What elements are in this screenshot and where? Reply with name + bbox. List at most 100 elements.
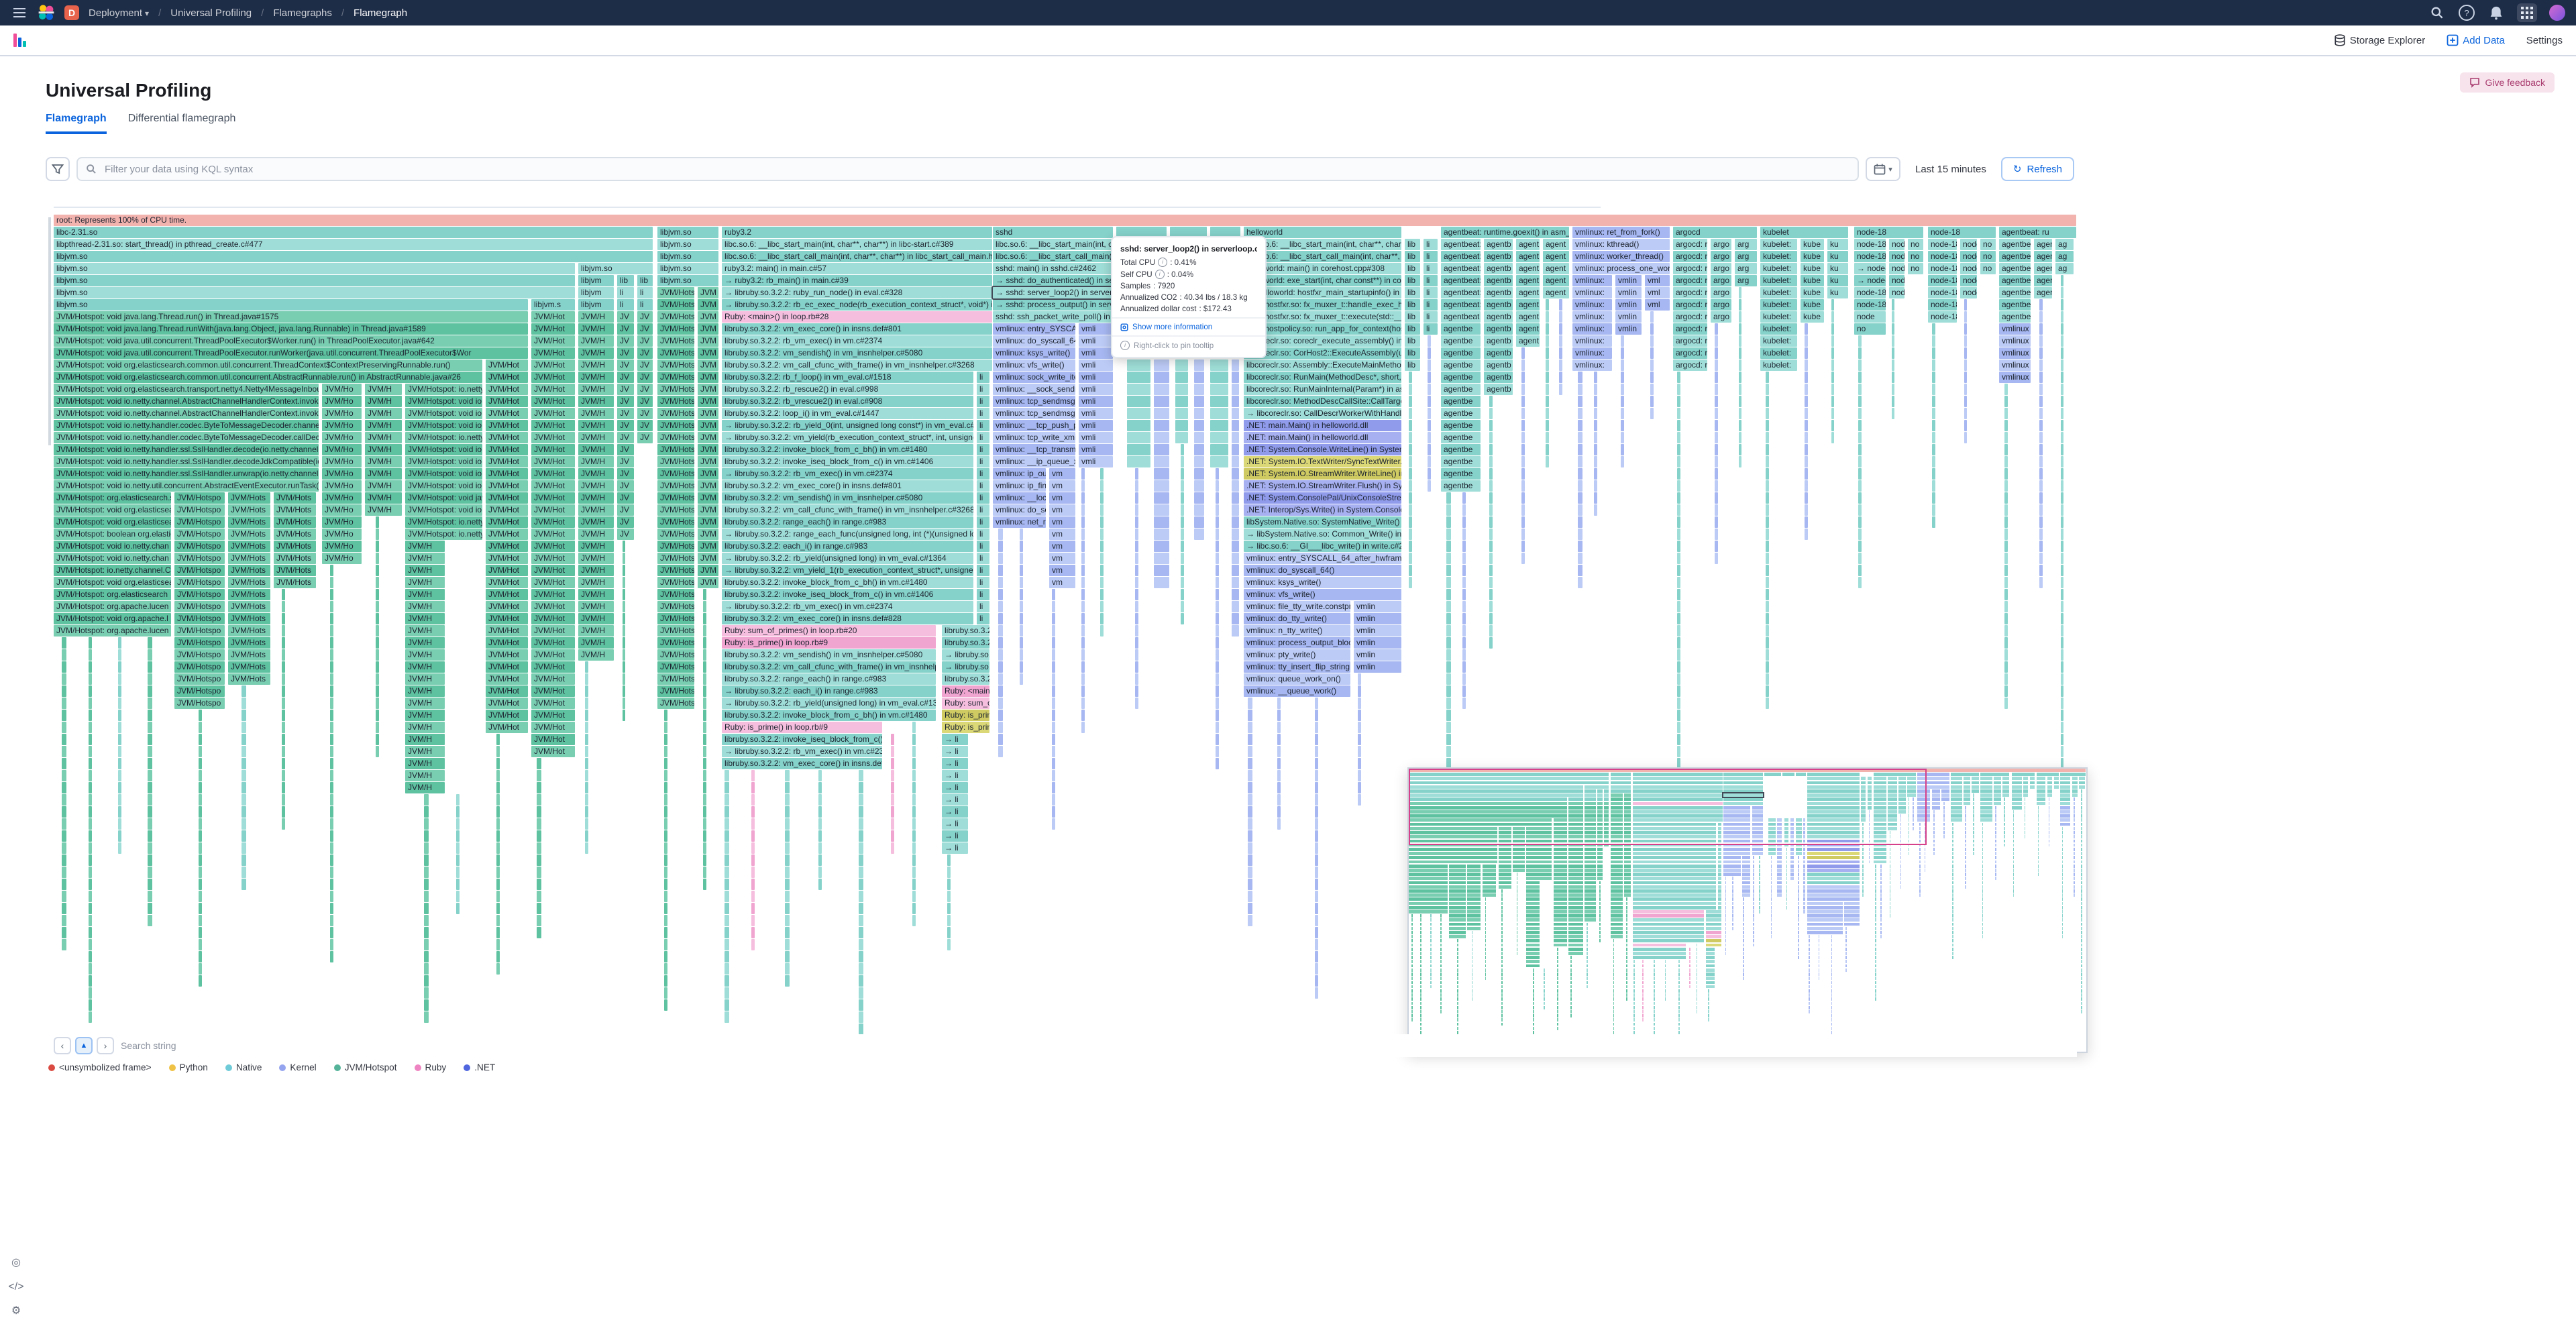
- flame-frame[interactable]: JVM/Hot: [531, 468, 575, 480]
- flame-frame[interactable]: → libhostfxr.so: fx_muxer_t::handle_exec…: [1244, 299, 1401, 311]
- flame-frame[interactable]: [1932, 468, 1935, 480]
- flame-frame[interactable]: [376, 661, 379, 673]
- flame-frame[interactable]: [1409, 492, 1412, 504]
- flame-frame[interactable]: lib: [1405, 359, 1420, 371]
- flame-frame[interactable]: [751, 806, 755, 818]
- flame-frame[interactable]: [1216, 468, 1219, 480]
- flame-frame[interactable]: [912, 842, 916, 854]
- flame-frame[interactable]: [496, 939, 500, 950]
- flame-frame[interactable]: [859, 1023, 863, 1035]
- flame-frame[interactable]: [1127, 420, 1150, 431]
- flame-frame[interactable]: [1621, 408, 1624, 419]
- flame-frame[interactable]: [1578, 420, 1582, 431]
- flame-frame[interactable]: li: [977, 553, 989, 564]
- flame-frame[interactable]: JVM/Hotspot: void org.elasticsea: [54, 577, 171, 588]
- flame-frame[interactable]: JVM/H: [578, 359, 614, 371]
- flame-frame[interactable]: [1135, 529, 1138, 540]
- flame-frame[interactable]: kube: [1801, 263, 1824, 274]
- flame-frame[interactable]: libc.so.6: __libc_start_main(int, char**…: [722, 239, 992, 250]
- flame-frame[interactable]: JVM/Hots: [274, 541, 316, 552]
- flame-frame[interactable]: argocd: r: [1673, 287, 1707, 298]
- flame-frame[interactable]: JV: [617, 384, 634, 395]
- flame-frame[interactable]: [1805, 432, 1808, 443]
- flame-frame[interactable]: ag: [2055, 251, 2074, 262]
- flame-frame[interactable]: [1521, 359, 1525, 371]
- flame-frame[interactable]: agentbe: [1441, 456, 1481, 467]
- flame-frame[interactable]: [1805, 372, 1808, 383]
- flame-frame[interactable]: [1858, 516, 1862, 528]
- flame-frame[interactable]: vmlinux: ksys_write(): [1244, 577, 1401, 588]
- flame-frame[interactable]: li: [977, 432, 989, 443]
- flame-frame[interactable]: [1831, 432, 1834, 443]
- flame-frame[interactable]: [2061, 432, 2063, 443]
- flame-frame[interactable]: [62, 806, 66, 818]
- flame-frame[interactable]: [751, 794, 755, 806]
- flame-frame[interactable]: [1358, 734, 1361, 745]
- flame-frame[interactable]: [751, 879, 755, 890]
- flame-frame[interactable]: li: [977, 384, 989, 395]
- flame-frame[interactable]: [1677, 504, 1680, 516]
- flame-frame[interactable]: [118, 818, 121, 830]
- flame-frame[interactable]: li: [977, 468, 989, 480]
- flame-frame[interactable]: [1489, 637, 1493, 649]
- flame-frame[interactable]: [2039, 541, 2043, 552]
- flame-frame[interactable]: [912, 794, 916, 806]
- flame-frame[interactable]: JVM/Hotspo: [174, 685, 225, 697]
- flame-frame[interactable]: [62, 939, 66, 950]
- flame-frame[interactable]: no: [1908, 263, 1923, 274]
- flame-frame[interactable]: [1489, 613, 1493, 624]
- flame-frame[interactable]: [1154, 444, 1169, 455]
- flame-frame[interactable]: [118, 637, 121, 649]
- flame-frame[interactable]: JV: [617, 311, 634, 323]
- flame-frame[interactable]: [89, 891, 92, 902]
- flame-frame[interactable]: [751, 782, 755, 793]
- flame-frame[interactable]: [1766, 396, 1769, 407]
- flame-frame[interactable]: [1715, 384, 1718, 395]
- flame-frame[interactable]: [785, 770, 790, 781]
- flame-frame[interactable]: [1964, 432, 1967, 443]
- flame-frame[interactable]: [1181, 504, 1184, 516]
- flame-frame[interactable]: [1315, 830, 1318, 842]
- flame-frame[interactable]: JVM/Hots: [228, 673, 270, 685]
- flame-frame[interactable]: → li: [942, 818, 968, 830]
- flame-frame[interactable]: node-18:: [1928, 299, 1957, 311]
- flame-frame[interactable]: [1805, 359, 1808, 371]
- flame-frame[interactable]: agentb: [1484, 239, 1513, 250]
- flame-frame[interactable]: [1194, 529, 1204, 540]
- flame-frame[interactable]: [89, 903, 92, 914]
- flame-frame[interactable]: [1578, 396, 1582, 407]
- flame-frame[interactable]: [1081, 541, 1085, 552]
- flame-frame[interactable]: [998, 722, 1003, 733]
- flame-frame[interactable]: [664, 999, 667, 1011]
- flame-frame[interactable]: libc.so.6: __libc_start_call_main(int, c…: [722, 251, 992, 262]
- flame-frame[interactable]: [1100, 577, 1104, 588]
- flame-frame[interactable]: [1858, 396, 1862, 407]
- flame-frame[interactable]: [912, 758, 916, 769]
- flame-frame[interactable]: libruby.so.3.2.2: rb_vm_exec() in vm.c#2…: [722, 335, 992, 347]
- flame-frame[interactable]: [1594, 492, 1597, 504]
- flame-frame[interactable]: [282, 649, 285, 661]
- flame-frame[interactable]: [1446, 541, 1451, 552]
- flame-frame[interactable]: [89, 770, 92, 781]
- flame-frame[interactable]: [1081, 685, 1085, 697]
- flame-frame[interactable]: [623, 577, 625, 588]
- flame-frame[interactable]: → libruby.so.3.2.2: vm_yield_1(rb_execut…: [722, 565, 973, 576]
- flame-frame[interactable]: [1489, 480, 1493, 492]
- flame-frame[interactable]: JVM/Hotspot: void org.elasticsearch.comm…: [54, 359, 482, 371]
- flame-frame[interactable]: [1216, 553, 1219, 564]
- flame-frame[interactable]: [703, 722, 706, 733]
- flame-frame[interactable]: [89, 758, 92, 769]
- flame-frame[interactable]: [1521, 372, 1525, 383]
- flame-frame[interactable]: → libruby.so.3.2.2: rb_yield(unsigned lo…: [722, 698, 936, 709]
- menu-icon[interactable]: [11, 4, 28, 21]
- flame-frame[interactable]: [1116, 227, 1167, 238]
- flame-frame[interactable]: libjvm.so: [54, 263, 575, 274]
- flame-frame[interactable]: [1677, 637, 1680, 649]
- flame-frame[interactable]: [947, 854, 951, 866]
- flame-frame[interactable]: [1358, 794, 1361, 806]
- flame-frame[interactable]: libruby.so.3.2.2: range_each() in range.…: [722, 673, 936, 685]
- flame-frame[interactable]: [1805, 444, 1808, 455]
- flame-frame[interactable]: JVM/Hots: [657, 456, 694, 467]
- flame-frame[interactable]: [1462, 613, 1466, 624]
- flame-frame[interactable]: [89, 975, 92, 987]
